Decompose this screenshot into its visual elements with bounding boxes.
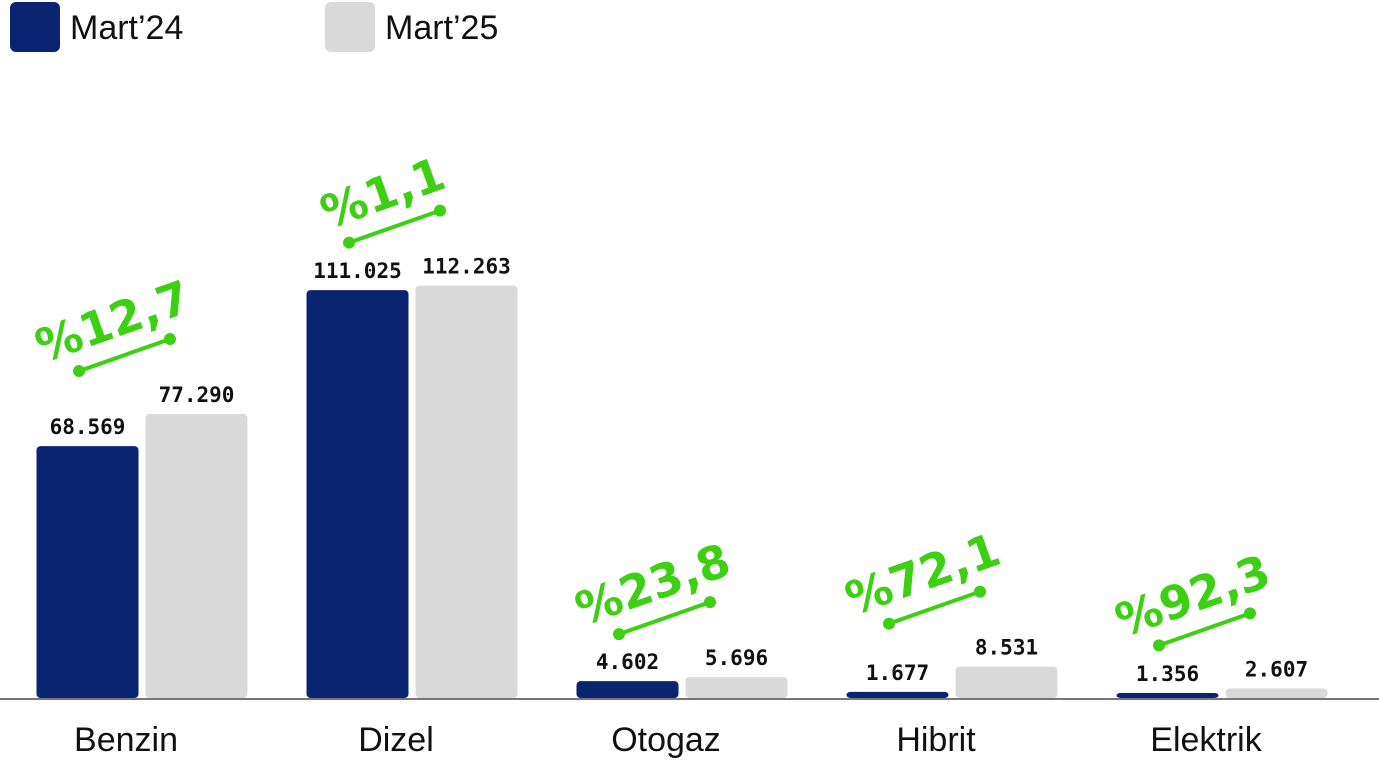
bar (306, 290, 409, 698)
annotation: %1,1 (314, 146, 452, 239)
bar (846, 691, 949, 698)
value-label: 2.607 (1245, 657, 1308, 681)
annotation-line (78, 337, 171, 373)
value-label: 1.356 (1136, 662, 1199, 686)
bar (1225, 688, 1328, 698)
annotation-line (888, 589, 981, 626)
value-label: 68.569 (50, 415, 126, 439)
value-label: 5.696 (705, 646, 768, 670)
annotation-dot (73, 365, 85, 378)
annotation-dot (164, 333, 176, 346)
x-tick-label: Dizel (358, 721, 434, 759)
bar (1116, 693, 1219, 698)
annotation-text: %1,1 (314, 146, 452, 239)
annotation-dot (974, 585, 986, 598)
bar (36, 446, 139, 698)
annotation-dot (343, 236, 355, 249)
x-tick-label: Hibrit (896, 721, 976, 759)
annotation-dot (613, 628, 625, 641)
legend-label: Mart’24 (70, 9, 183, 47)
bar (685, 677, 788, 698)
value-label: 111.025 (313, 259, 402, 283)
value-label: 112.263 (422, 255, 511, 279)
x-tick-label: Benzin (74, 721, 178, 759)
value-label: 1.677 (866, 661, 929, 685)
bar (955, 666, 1058, 698)
legend-swatch (325, 2, 375, 52)
annotation-dot (1244, 607, 1256, 620)
annotation-line (348, 208, 441, 245)
legend-label: Mart’25 (385, 9, 498, 47)
legend-swatch (10, 2, 60, 52)
value-label: 4.602 (596, 650, 659, 674)
x-tick-label: Otogaz (611, 721, 721, 759)
annotation-line (1158, 611, 1251, 648)
annotation-line (618, 600, 711, 636)
x-tick-label: Elektrik (1150, 721, 1262, 759)
annotation-dot (1153, 639, 1165, 652)
annotation-dot (883, 617, 895, 630)
bar (145, 414, 248, 698)
value-label: 8.531 (975, 636, 1038, 660)
value-label: 77.290 (159, 383, 235, 407)
annotation-dot (434, 204, 446, 217)
bar (415, 285, 518, 698)
annotation-dot (704, 596, 716, 609)
bar (576, 681, 679, 698)
